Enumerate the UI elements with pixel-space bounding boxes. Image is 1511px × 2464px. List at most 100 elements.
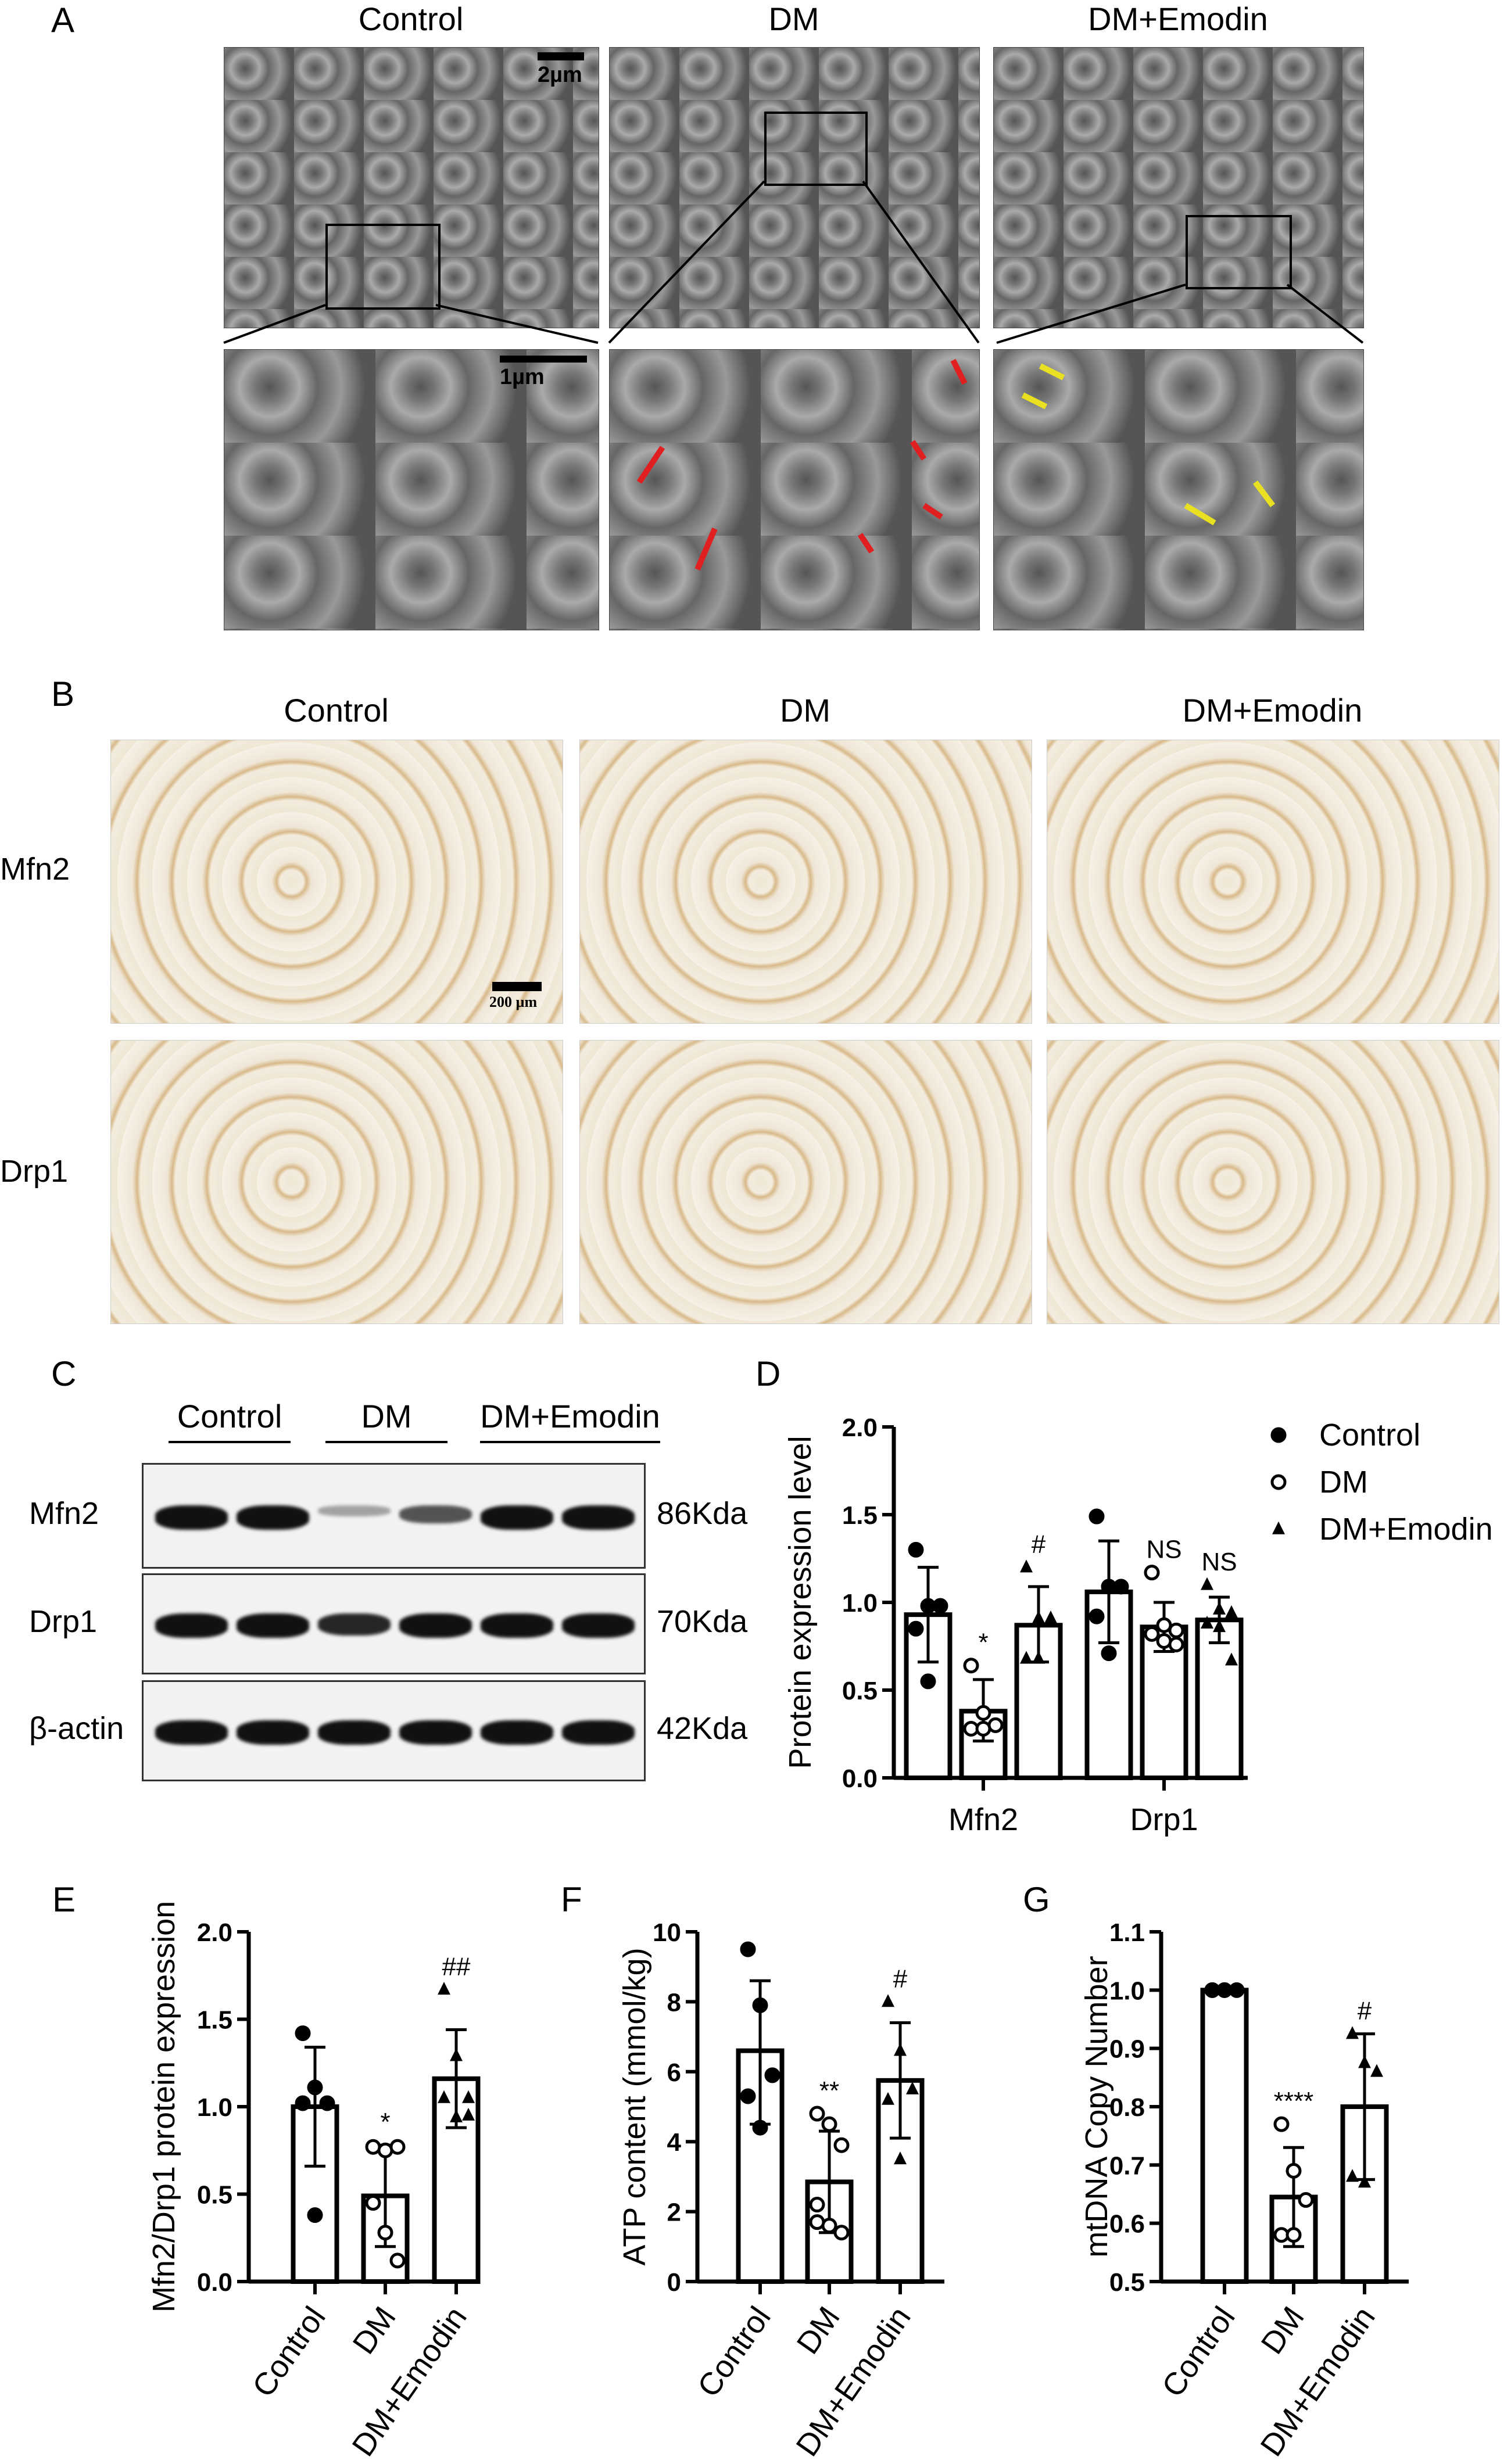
blot-group-control: Control bbox=[169, 1397, 291, 1443]
data-point-triangle bbox=[1346, 2026, 1359, 2039]
y-axis-label: Protein expression level bbox=[783, 1436, 818, 1769]
data-point-open-circle bbox=[1168, 1622, 1184, 1638]
panel-b-title-dm: DM bbox=[779, 692, 831, 729]
y-tick-label: 1.5 bbox=[197, 2006, 232, 2035]
ihc-drp1-emodin bbox=[1047, 1040, 1499, 1324]
legend-label: Control bbox=[1319, 1418, 1420, 1452]
data-point-filled-circle bbox=[908, 1620, 924, 1637]
x-tick-label: Control bbox=[1155, 2300, 1242, 2403]
y-tick-label: 0 bbox=[667, 2268, 681, 2297]
ihc-mfn2-control bbox=[110, 740, 563, 1024]
data-point-open-circle bbox=[809, 2197, 825, 2213]
data-point-filled-circle bbox=[932, 1598, 948, 1614]
panel-d-label: D bbox=[756, 1354, 781, 1393]
blot-band bbox=[399, 1505, 472, 1524]
data-point-triangle bbox=[1201, 1577, 1213, 1590]
blot-size-label: 86Kda bbox=[657, 1496, 748, 1531]
blot-band bbox=[155, 1505, 228, 1530]
data-point-open-circle bbox=[1273, 2116, 1290, 2132]
data-point-open-circle bbox=[1270, 1474, 1287, 1490]
data-point-triangle bbox=[1346, 2169, 1359, 2182]
blot-band bbox=[155, 1720, 228, 1745]
y-tick-label: 6 bbox=[667, 2058, 681, 2087]
data-point-open-circle bbox=[963, 1658, 979, 1674]
blot-row-label: β-actin bbox=[29, 1711, 124, 1746]
y-tick-label: 0.7 bbox=[1109, 2151, 1145, 2180]
y-tick-label: 2.0 bbox=[842, 1414, 878, 1442]
data-point-open-circle bbox=[1286, 2227, 1302, 2243]
red-arrows bbox=[636, 358, 968, 571]
data-point-filled-circle bbox=[295, 2095, 311, 2111]
y-tick-label: 0.5 bbox=[1109, 2268, 1145, 2297]
significance-label: # bbox=[1032, 1530, 1046, 1559]
data-point-open-circle bbox=[833, 2137, 850, 2153]
blot-band bbox=[155, 1613, 228, 1638]
data-point-triangle bbox=[1032, 1610, 1045, 1623]
data-point-triangle bbox=[1213, 1619, 1226, 1633]
data-point-triangle bbox=[1272, 1521, 1285, 1534]
data-point-triangle bbox=[450, 2048, 463, 2061]
blot-band bbox=[237, 1613, 309, 1638]
data-point-open-circle bbox=[377, 2225, 393, 2241]
data-point-open-circle bbox=[809, 2106, 825, 2122]
data-point-triangle bbox=[1370, 2064, 1383, 2077]
data-point-open-circle bbox=[833, 2225, 850, 2241]
ihc-scale-label: 200 µm bbox=[489, 994, 538, 1010]
y-tick-label: 2.0 bbox=[197, 1918, 232, 1947]
data-point-filled-circle bbox=[740, 1941, 756, 1957]
y-tick-label: 8 bbox=[667, 1988, 681, 2017]
blot-band bbox=[318, 1613, 391, 1636]
blot-band bbox=[237, 1505, 309, 1530]
blot-group-dm: DM bbox=[325, 1397, 447, 1443]
data-point-triangle bbox=[1358, 2175, 1371, 2188]
x-tick-label: DM bbox=[790, 2300, 847, 2360]
data-point-triangle bbox=[894, 2151, 907, 2165]
blot-row-label: Drp1 bbox=[29, 1604, 98, 1639]
ihc-drp1-control bbox=[110, 1040, 563, 1324]
data-point-triangle bbox=[1044, 1610, 1057, 1623]
data-point-open-circle bbox=[821, 2116, 837, 2132]
y-tick-label: 1.0 bbox=[842, 1589, 878, 1617]
data-point-open-circle bbox=[389, 2139, 406, 2155]
zoom-box-emodin bbox=[1186, 215, 1292, 289]
zoom-box-dm bbox=[764, 112, 868, 186]
x-tick-label: Drp1 bbox=[1130, 1802, 1198, 1837]
ihc-scale-bar bbox=[492, 982, 542, 991]
blot-band bbox=[318, 1720, 391, 1745]
x-tick-label: Control bbox=[691, 2300, 778, 2403]
significance-label: * bbox=[978, 1629, 988, 1657]
row-label-drp1: Drp1 bbox=[0, 1154, 69, 1189]
blot-band bbox=[318, 1505, 391, 1516]
significance-label: NS bbox=[1146, 1536, 1181, 1564]
y-tick-label: 1.0 bbox=[1109, 1977, 1145, 2005]
data-point-filled-circle bbox=[752, 2119, 768, 2136]
ihc-mfn2-dm bbox=[579, 740, 1032, 1024]
blot-band bbox=[399, 1720, 472, 1745]
blot-band bbox=[481, 1720, 553, 1745]
data-point-triangle bbox=[1213, 1601, 1226, 1615]
data-point-filled-circle bbox=[1101, 1645, 1117, 1662]
scale-bar-top bbox=[538, 52, 584, 60]
y-tick-label: 0.0 bbox=[197, 2268, 232, 2297]
data-point-open-circle bbox=[975, 1705, 991, 1721]
y-tick-label: 0.5 bbox=[842, 1677, 878, 1705]
blot-band bbox=[481, 1613, 553, 1638]
panel-f-label: F bbox=[561, 1880, 582, 1919]
data-point-triangle bbox=[906, 2081, 919, 2094]
bar bbox=[1200, 1988, 1249, 2284]
em-dm-high bbox=[609, 349, 980, 630]
data-point-filled-circle bbox=[908, 1541, 924, 1558]
data-point-filled-circle bbox=[1216, 1982, 1233, 1998]
data-point-triangle bbox=[882, 1994, 894, 2007]
data-point-filled-circle bbox=[319, 2095, 335, 2111]
y-axis-label: mtDNA Copy Number bbox=[1079, 1956, 1114, 2257]
data-point-filled-circle bbox=[740, 2088, 756, 2104]
panel-a-title-emodin: DM+Emodin bbox=[1088, 1, 1268, 37]
zoom-box-control bbox=[325, 224, 441, 310]
data-point-triangle bbox=[1201, 1616, 1213, 1629]
data-point-triangle bbox=[1225, 1652, 1238, 1666]
data-point-filled-circle bbox=[1270, 1427, 1287, 1443]
data-point-triangle bbox=[450, 2109, 463, 2122]
data-point-triangle bbox=[1020, 1651, 1033, 1664]
